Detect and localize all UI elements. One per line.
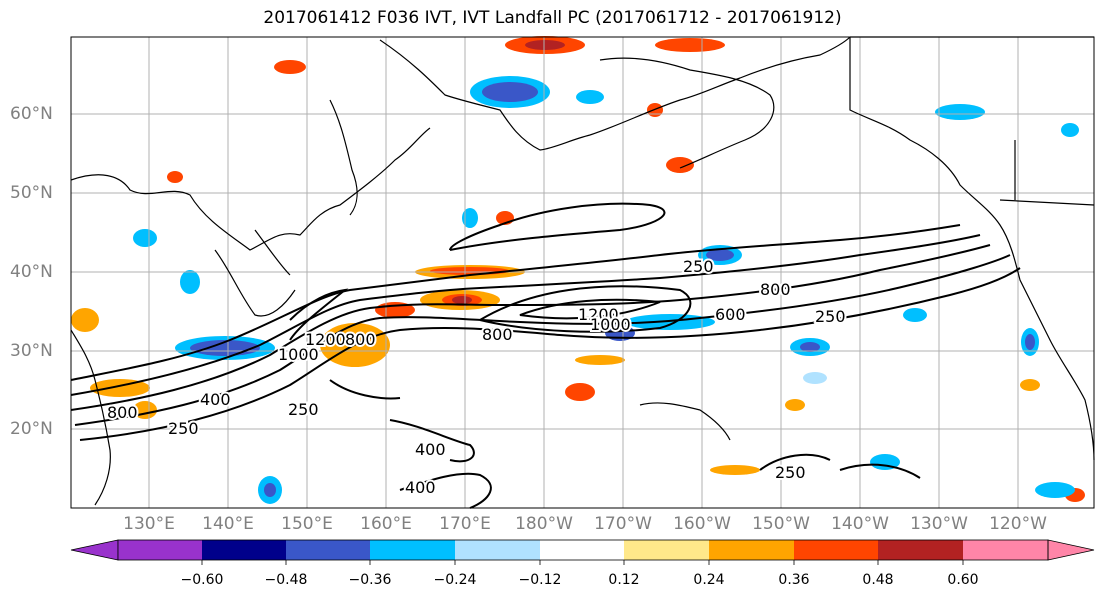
lat-label-30n: 30°N [10, 341, 53, 361]
colorbar-tick-label: −0.60 [180, 572, 224, 588]
colorbar [70, 539, 1095, 565]
pc-shading-negative [133, 76, 1079, 504]
chart-title: 2017061412 F036 IVT, IVT Landfall PC (20… [263, 8, 842, 28]
contour-label: 1000 [278, 345, 319, 364]
lat-label-60n: 60°N [10, 104, 53, 124]
lon-label: 150°W [752, 514, 810, 534]
lat-label-40n: 40°N [10, 262, 53, 282]
colorbar-tick-label: −0.24 [433, 572, 477, 588]
colorbar-tick-label: 0.36 [778, 572, 810, 588]
ivt-contours [70, 202, 1021, 509]
lon-label: 180°W [515, 514, 573, 534]
contour-label: 400 [200, 390, 231, 409]
colorbar-extend-left [70, 539, 119, 561]
contour-label: 800 [107, 403, 138, 422]
lon-label: 130°E [123, 514, 175, 534]
contour-label: 1000 [590, 315, 631, 334]
map-frame [70, 36, 1095, 509]
colorbar-tick-label: −0.48 [264, 572, 308, 588]
contour-label: 1200 [578, 305, 619, 324]
contour-label: 800 [482, 325, 513, 344]
lon-label: 120°W [989, 514, 1047, 534]
colorbar-frame [117, 539, 1049, 561]
colorbar-extend-right [1047, 539, 1095, 561]
colorbar-tick-label: 0.24 [693, 572, 725, 588]
colorbar-bin [455, 540, 540, 560]
colorbar-tick-label: 0.48 [862, 572, 894, 588]
contour-label: 1200 [305, 330, 346, 349]
contour-label: 250 [815, 307, 846, 326]
lon-label: 170°W [594, 514, 652, 534]
colorbar-tick-label: 0.12 [608, 572, 640, 588]
contour-label: 250 [775, 463, 806, 482]
lon-label: 150°E [281, 514, 333, 534]
contour-label: 250 [288, 400, 319, 419]
contour-label: 400 [405, 478, 436, 497]
contour-labels: 250 800 400 250 1200 1000 800 1200 800 1… [105, 255, 848, 499]
lat-label-50n: 50°N [10, 183, 53, 203]
colorbar-tick-label: −0.36 [348, 572, 392, 588]
lat-label-20n: 20°N [10, 419, 53, 439]
colorbar-bin [794, 540, 878, 560]
lon-label: 160°W [673, 514, 731, 534]
pc-shading [71, 36, 1085, 502]
contour-label: 800 [345, 330, 376, 349]
colorbar-bin [963, 540, 1048, 560]
lon-label: 140°W [831, 514, 889, 534]
contour-label: 250 [168, 419, 199, 438]
lon-label: 160°E [360, 514, 412, 534]
lon-label: 170°E [439, 514, 491, 534]
contour-label: 250 [683, 257, 714, 276]
contour-label: 600 [715, 305, 746, 324]
colorbar-bin [286, 540, 370, 560]
lon-label: 140°E [202, 514, 254, 534]
contour-label: 800 [760, 280, 791, 299]
colorbar-bin [624, 540, 709, 560]
colorbar-bin [709, 540, 794, 560]
colorbar-bin [370, 540, 455, 560]
lon-label: 130°W [910, 514, 968, 534]
colorbar-tick-label: 0.60 [947, 572, 979, 588]
colorbar-bin [540, 540, 624, 560]
colorbar-bin [202, 540, 286, 560]
colorbar-tick-label: −0.12 [518, 572, 562, 588]
colorbar-bin [878, 540, 963, 560]
contour-label: 400 [415, 440, 446, 459]
colorbar-bin [118, 540, 202, 560]
gridlines [71, 37, 1094, 508]
